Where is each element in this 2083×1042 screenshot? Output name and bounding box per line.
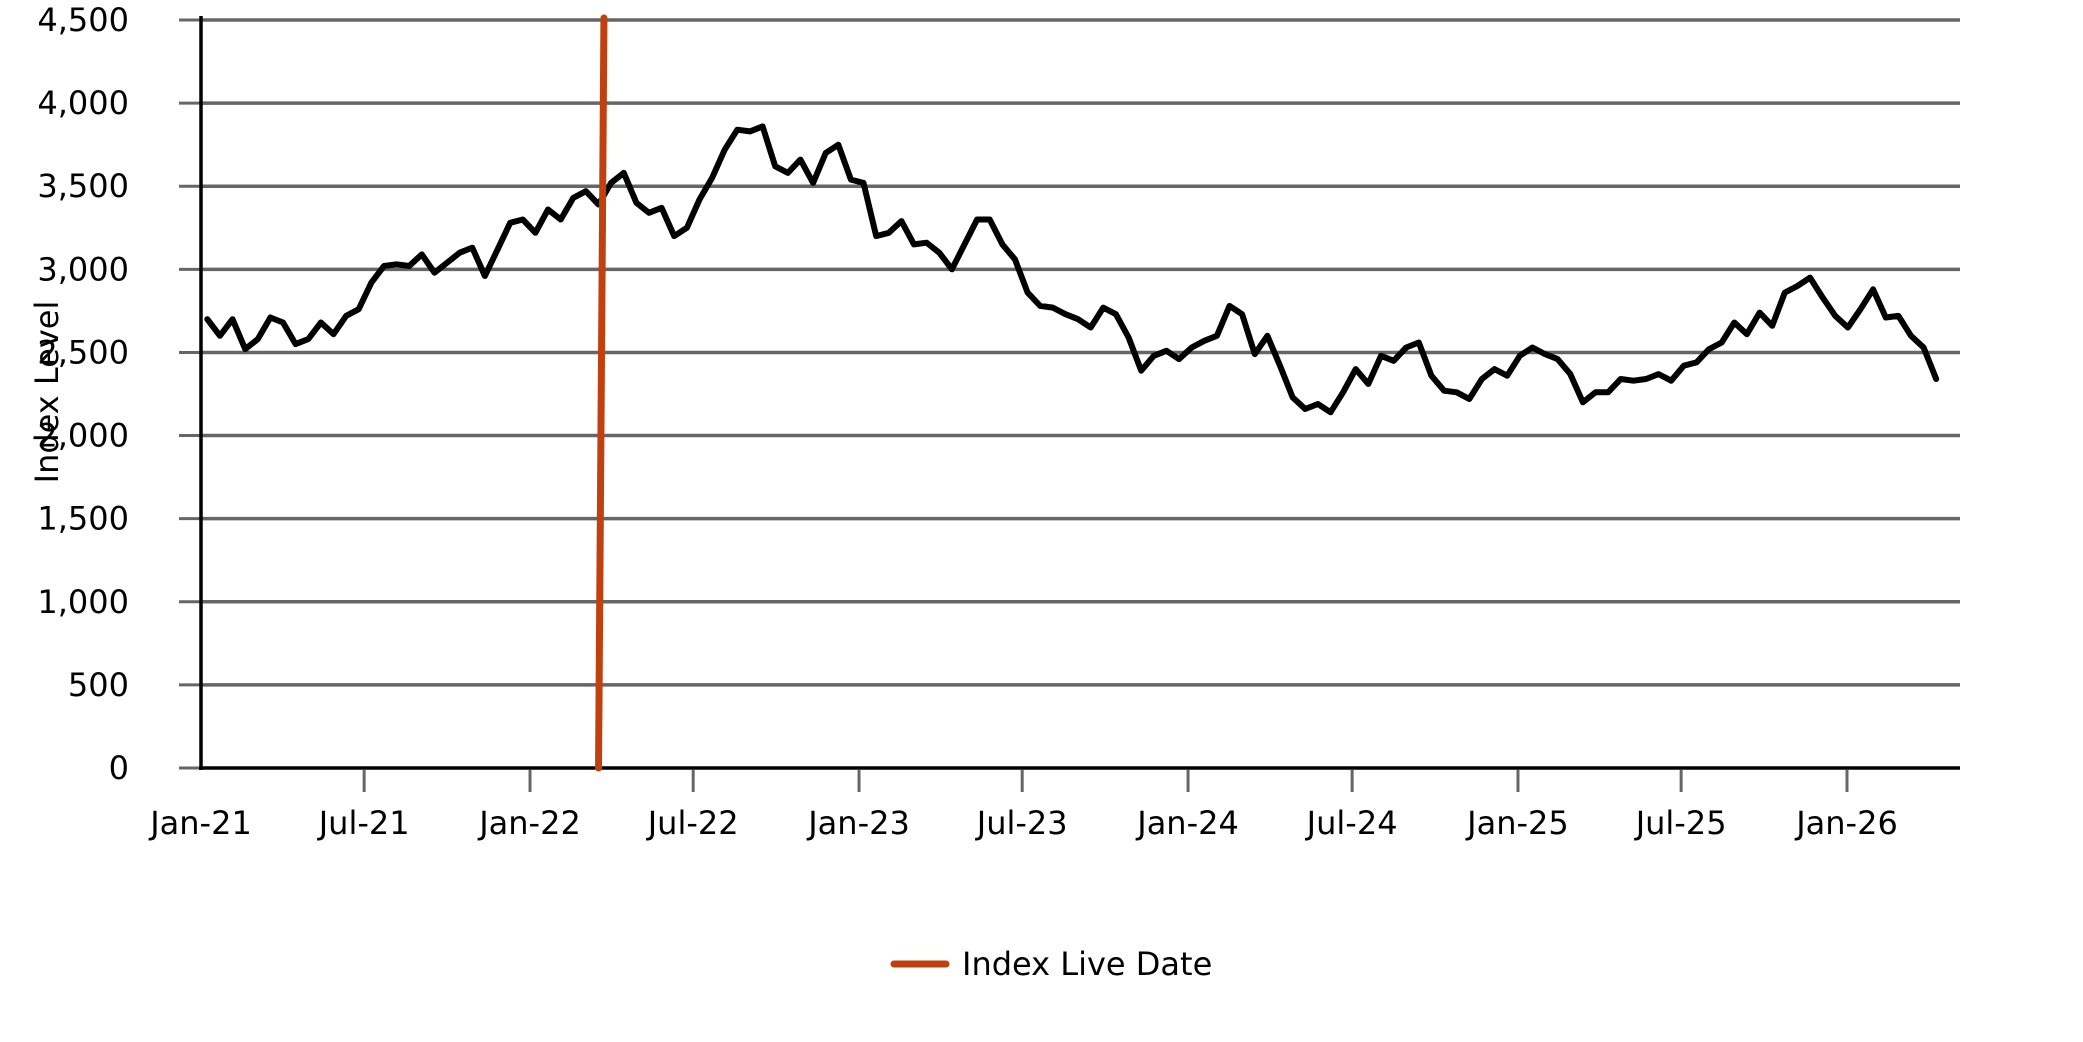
y-tick-label: 500 (68, 666, 129, 704)
x-tick-label: Jan-25 (1465, 804, 1569, 842)
x-tick-label: Jul-24 (1305, 804, 1398, 842)
y-tick-label: 2,000 (37, 417, 129, 455)
y-tick-label: 1,500 (37, 500, 129, 538)
y-tick-label: 1,000 (37, 583, 129, 621)
y-tick-label: 2,500 (37, 333, 129, 371)
y-tick-label: 0 (109, 749, 129, 787)
x-tick-label: Jan-26 (1794, 804, 1898, 842)
y-tick-label: 4,000 (37, 84, 129, 122)
x-tick-label: Jan-22 (477, 804, 581, 842)
series-layer (204, 123, 1940, 416)
x-tick-label: Jul-25 (1634, 804, 1727, 842)
y-tick-label: 3,500 (37, 167, 129, 205)
x-tick-label: Jan-24 (1135, 804, 1239, 842)
x-tick-label: Jan-23 (806, 804, 910, 842)
series-line-0 (204, 123, 1940, 416)
x-tick-label: Jul-21 (317, 804, 410, 842)
x-tick-label: Jul-23 (975, 804, 1068, 842)
y-tick-label: 4,500 (37, 1, 129, 39)
x-tick-label: Jul-22 (646, 804, 739, 842)
grid-lines (201, 18, 1960, 687)
legend-label-index-live-date: Index Live Date (962, 945, 1212, 983)
index-live-date-line (595, 14, 608, 772)
legend: Index Live Date (890, 945, 1212, 983)
marker-layer (595, 14, 608, 772)
y-axis: 0 500 1,000 1,500 2,000 2,500 3,000 3,500 4,000 4… (37, 1, 203, 787)
y-axis-title: Index Level (28, 301, 66, 484)
y-tick-label: 3,000 (37, 250, 129, 288)
x-tick-label: Jan-21 (148, 804, 252, 842)
x-axis: Jan-21 Jul-21 Jan-22 Jul-22 Jan-23 Jul-23 Jan-… (148, 766, 1960, 842)
